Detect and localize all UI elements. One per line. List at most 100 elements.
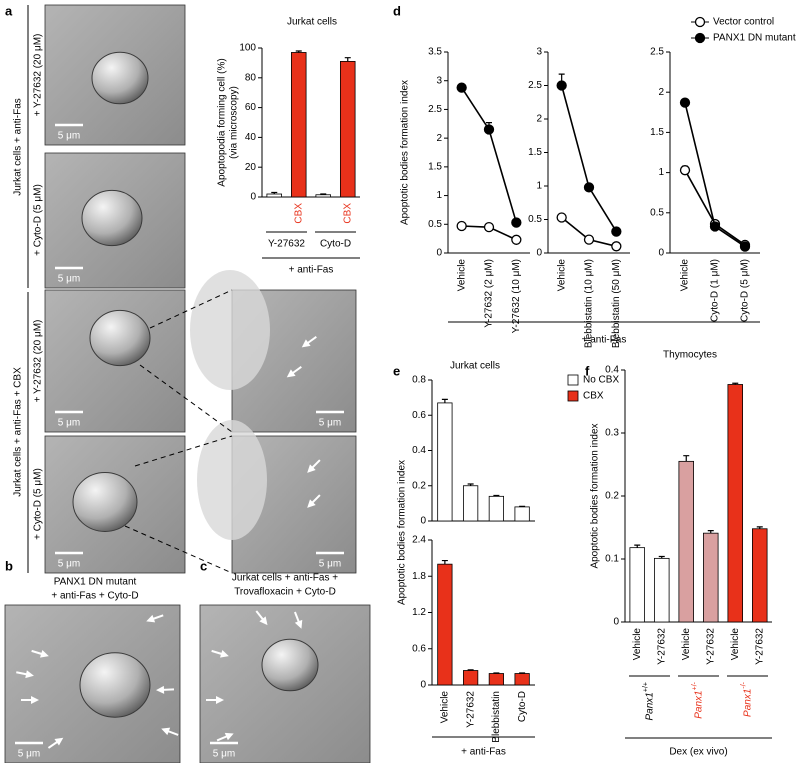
y-tick-label: 40 [245, 132, 257, 143]
arrow-head [301, 339, 311, 348]
arrow-head [54, 737, 64, 746]
legend-swatch [567, 390, 579, 402]
rotated-label: Apoptotic bodies formation index [590, 423, 601, 568]
scale-bar-label: 5 μm [58, 418, 80, 429]
panel-letter: e [393, 363, 400, 378]
rotated-label: CBX [293, 203, 304, 224]
error-bar [493, 672, 500, 674]
legend-label: No CBX [583, 375, 619, 386]
bar [290, 52, 307, 198]
rotated-label: Blebbistatin (50 μM) [611, 259, 622, 348]
legend-marker [694, 16, 706, 28]
rotated-label: Y-27632 [754, 628, 765, 665]
arrow-head [259, 616, 268, 626]
group-label: Panx1+/+ [642, 682, 655, 720]
bar [315, 194, 331, 198]
cell-edge [197, 420, 267, 540]
scale-bar-label: 5 μm [319, 418, 341, 429]
y-tick-label: 0.1 [605, 554, 619, 565]
rotated-label: Vehicle [556, 259, 567, 292]
error-bar [732, 382, 739, 385]
panel-title: Trovafloxacin + Cyto-D [234, 587, 336, 598]
rotated-label: Y-27632 (2 μM) [484, 259, 495, 328]
point [679, 165, 691, 176]
chart-title: Jurkat cells [287, 17, 337, 28]
cell [72, 472, 138, 532]
zoom-guide [134, 435, 233, 467]
group-superscript: +/+ [642, 682, 649, 692]
y-tick-label: 0 [658, 248, 664, 259]
group-label: Y-27632 [268, 239, 305, 250]
y-tick-label: 0.2 [412, 480, 426, 491]
bar [266, 193, 282, 198]
chart-title: Jurkat cells [450, 361, 500, 372]
bar [654, 557, 670, 623]
y-tick-label: 0.8 [412, 375, 426, 386]
y-tick-label: 1 [536, 181, 542, 192]
panel-letter: a [5, 3, 13, 18]
rotated-label: + Y-27632 (20 μM) [33, 320, 44, 403]
y-tick-label: 0 [613, 617, 619, 628]
series-line [684, 169, 746, 246]
group-label: Panx1-/- [740, 681, 753, 717]
arrow-head [216, 696, 224, 704]
rotated-label: Jurkat cells + anti-Fas [13, 98, 24, 196]
rotated-label: Blebbistatin (10 μM) [584, 259, 595, 348]
bar [488, 495, 504, 522]
error-bar [519, 672, 526, 674]
arrow-head [294, 619, 303, 629]
point [709, 221, 721, 232]
rotated-label: Vehicle [456, 259, 467, 292]
rotated-label: CBX [342, 203, 353, 224]
rotated-label: Y-27632 (10 μM) [511, 259, 522, 333]
y-tick-label: 1 [436, 190, 442, 201]
point [456, 220, 467, 232]
y-tick-label: 3.5 [428, 47, 442, 58]
y-tick-label: 0 [420, 680, 426, 691]
rotated-label: Vehicle [680, 259, 691, 292]
point [483, 222, 495, 233]
y-tick-label: 3 [436, 75, 442, 86]
arrow-head [224, 732, 234, 741]
bar [339, 61, 356, 198]
bar [488, 673, 504, 686]
point [611, 241, 622, 252]
y-tick-label: 0.3 [605, 428, 619, 439]
rotated-label: + Cyto-D (5 μM) [33, 184, 44, 256]
error-bar [271, 191, 278, 195]
cell [79, 652, 151, 718]
point [483, 124, 495, 135]
panel-title: + anti-Fas + Cyto-D [51, 591, 138, 602]
y-tick-label: 2.5 [428, 104, 442, 115]
bar [629, 547, 646, 623]
error-bar [441, 559, 448, 565]
rotated-label: Vehicle [730, 628, 741, 661]
y-tick-label: 2.5 [528, 80, 542, 91]
y-tick-label: 0.4 [605, 365, 619, 376]
y-tick-label: 0.5 [528, 214, 542, 225]
arrow-head [146, 614, 156, 623]
y-tick-label: 2 [436, 133, 442, 144]
arrow-head [286, 369, 296, 378]
y-tick-label: 20 [245, 162, 257, 173]
error-bar [683, 455, 690, 462]
legend-label: PANX1 DN mutant [713, 33, 796, 44]
bar [727, 384, 744, 623]
point [511, 217, 522, 228]
y-tick-label: 1.8 [412, 571, 426, 582]
y-tick-label: 0.5 [650, 207, 664, 218]
rotated-label: Apoptopodia forming cell (%) [217, 58, 228, 186]
y-tick-label: 1.5 [428, 161, 442, 172]
rotated-label: Apoptotic bodies formation index [397, 460, 408, 605]
arrow-head [31, 696, 39, 704]
y-tick-label: 100 [239, 43, 256, 54]
point [556, 212, 567, 223]
y-tick-label: 2.4 [412, 535, 426, 546]
error-bar [441, 398, 448, 403]
error-bar [320, 193, 327, 195]
x-axis-label: Dex (ex vivo) [669, 747, 727, 758]
point [583, 182, 595, 193]
x-axis-label: + anti-Fas [582, 335, 627, 346]
bar [463, 670, 479, 686]
error-bar [467, 483, 474, 486]
